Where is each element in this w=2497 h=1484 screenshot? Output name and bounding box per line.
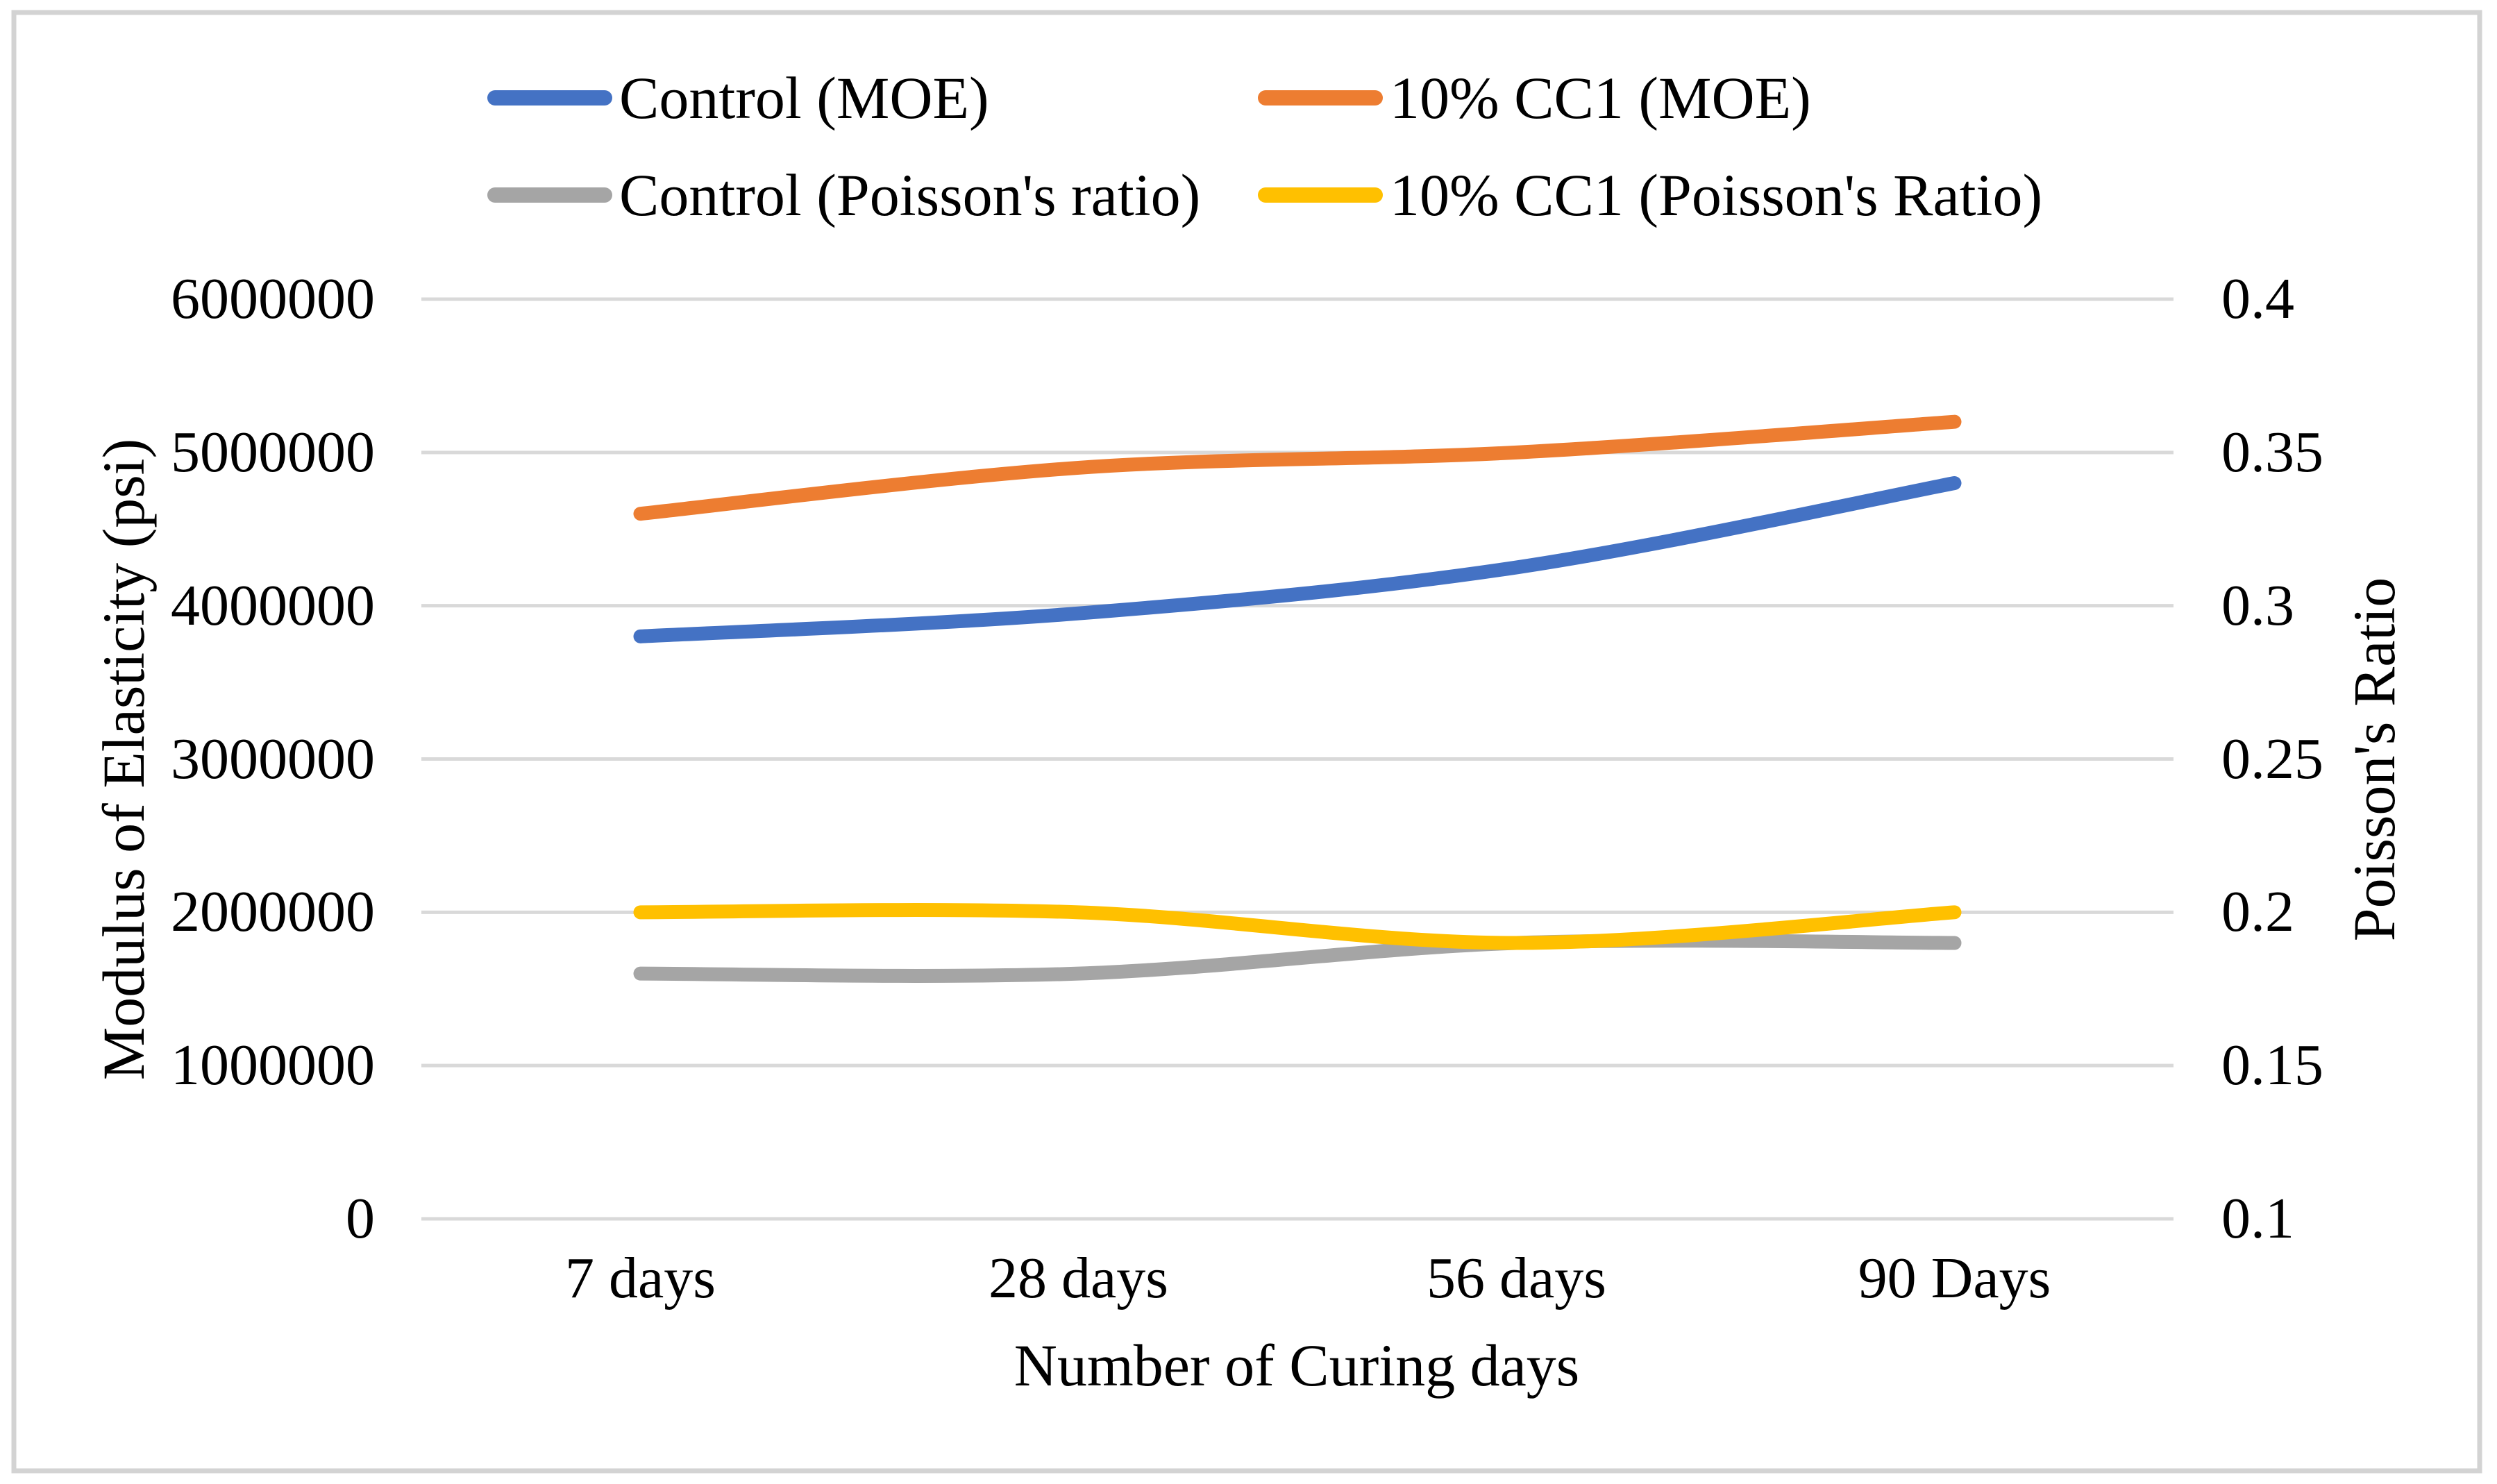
series-line-control-poisson (633, 934, 1962, 983)
y-right-tick-label: 0.3 (2221, 573, 2294, 638)
x-tick-label: 28 days (989, 1246, 1168, 1310)
series-line-10-cc1-poisson (633, 903, 1962, 950)
y-right-tick-label: 0.35 (2221, 419, 2323, 484)
x-tick-label: 7 days (565, 1246, 716, 1310)
y-left-tick-label: 6000000 (171, 267, 375, 331)
figure-border (11, 10, 2482, 1474)
legend-label-10-cc1-moe: 10% CC1 (MOE) (1390, 65, 1811, 131)
legend-swatch-10-cc1-moe-icon (1258, 90, 1383, 106)
legend-item-10-cc1-moe: 10% CC1 (MOE) (1258, 68, 1811, 128)
legend-swatch-control-moe-icon (487, 90, 612, 106)
y-right-tick-label: 0.25 (2221, 726, 2323, 791)
y-left-tick-label: 0 (346, 1186, 375, 1251)
legend-item-control-moe: Control (MOE) (487, 68, 989, 128)
series-line-10-cc1-moe (633, 414, 1962, 521)
y-right-tick-label: 0.2 (2221, 879, 2294, 945)
series-line-control-moe (633, 476, 1962, 643)
x-tick-label: 56 days (1427, 1246, 1606, 1310)
legend-item-control-poisson: Control (Poisson's ratio) (487, 165, 1200, 225)
x-tick-label: 90 Days (1858, 1246, 2051, 1310)
y-left-tick-label: 5000000 (171, 419, 375, 484)
legend-label-10-cc1-poisson: 10% CC1 (Poisson's Ratio) (1390, 162, 2043, 228)
y-left-tick-label: 3000000 (171, 726, 375, 791)
legend-label-control-moe: Control (MOE) (619, 65, 989, 131)
legend-swatch-control-poisson-icon (487, 187, 612, 203)
y-right-tick-label: 0.4 (2221, 267, 2294, 331)
y-left-tick-label: 1000000 (171, 1033, 375, 1098)
y-left-tick-label: 2000000 (171, 879, 375, 945)
y-right-tick-label: 0.1 (2221, 1186, 2294, 1251)
x-axis-title: Number of Curing days (1014, 1332, 1580, 1399)
legend-swatch-10-cc1-poisson-icon (1258, 187, 1383, 203)
y-right-tick-label: 0.15 (2221, 1033, 2323, 1098)
legend-item-10-cc1-poisson: 10% CC1 (Poisson's Ratio) (1258, 165, 2042, 225)
legend-label-control-poisson: Control (Poisson's ratio) (619, 162, 1201, 228)
right-axis-title: Poisson's Ratio (2341, 577, 2407, 942)
y-left-tick-label: 4000000 (171, 573, 375, 638)
